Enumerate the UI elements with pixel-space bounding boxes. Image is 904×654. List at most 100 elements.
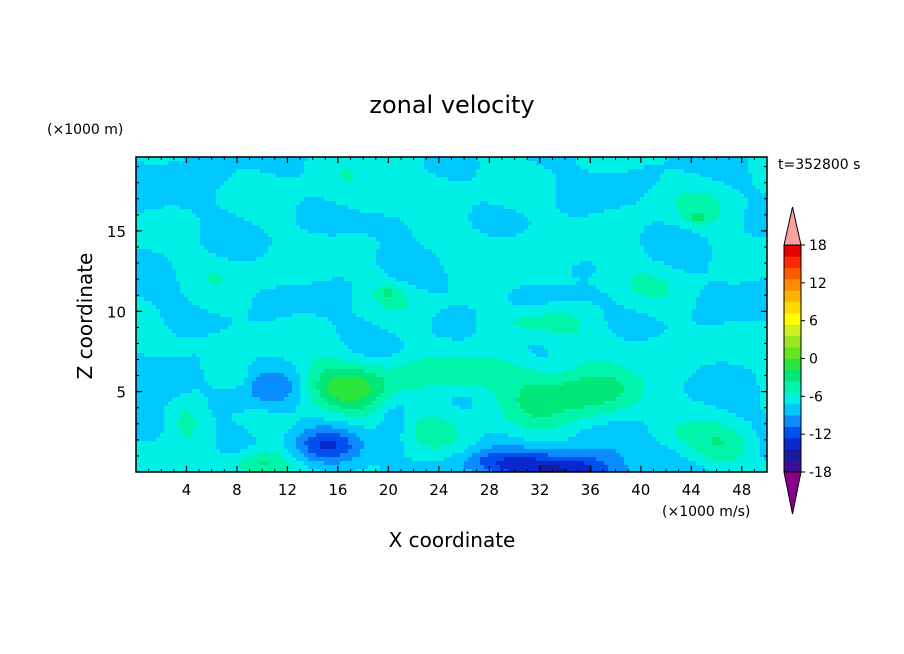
heatmap-cell bbox=[560, 169, 565, 174]
heatmap-cell bbox=[352, 229, 357, 234]
heatmap-cell bbox=[612, 205, 617, 210]
heatmap-cell bbox=[592, 173, 597, 178]
heatmap-cell bbox=[268, 221, 273, 226]
heatmap-cell bbox=[232, 221, 237, 226]
heatmap-cell bbox=[560, 229, 565, 234]
heatmap-cell bbox=[300, 237, 305, 242]
heatmap-cell bbox=[544, 245, 549, 250]
heatmap-cell bbox=[704, 209, 709, 214]
heatmap-cell bbox=[228, 177, 233, 182]
heatmap-cell bbox=[348, 265, 353, 270]
heatmap-cell bbox=[196, 237, 201, 242]
heatmap-cell bbox=[256, 221, 261, 226]
heatmap-cell bbox=[172, 281, 177, 286]
heatmap-cell bbox=[304, 205, 309, 210]
heatmap-cell bbox=[456, 249, 461, 254]
heatmap-cell bbox=[424, 193, 429, 198]
heatmap-cell bbox=[692, 169, 697, 174]
heatmap-cell bbox=[712, 245, 717, 250]
heatmap-cell bbox=[220, 237, 225, 242]
heatmap-cell bbox=[340, 281, 345, 286]
heatmap-cell bbox=[712, 253, 717, 258]
heatmap-cell bbox=[364, 173, 369, 178]
heatmap-cell bbox=[508, 173, 513, 178]
heatmap-cell bbox=[624, 225, 629, 230]
heatmap-cell bbox=[532, 213, 537, 218]
heatmap-cell bbox=[764, 177, 767, 182]
heatmap-cell bbox=[400, 277, 405, 282]
heatmap-cell bbox=[224, 173, 229, 178]
heatmap-cell bbox=[584, 257, 589, 262]
heatmap-cell bbox=[608, 237, 613, 242]
heatmap-cell bbox=[388, 221, 393, 226]
heatmap-cell bbox=[540, 277, 545, 282]
heatmap-cell bbox=[276, 173, 281, 178]
heatmap-cell bbox=[368, 193, 373, 198]
heatmap-cell bbox=[404, 181, 409, 186]
heatmap-cell bbox=[636, 185, 641, 190]
heatmap-cell bbox=[544, 185, 549, 190]
heatmap-cell bbox=[216, 157, 221, 162]
heatmap-cell bbox=[372, 257, 377, 262]
heatmap-cell bbox=[200, 193, 205, 198]
heatmap-cell bbox=[432, 189, 437, 194]
heatmap-cell bbox=[676, 165, 681, 170]
heatmap-cell bbox=[156, 237, 161, 242]
heatmap-cell bbox=[688, 277, 693, 282]
heatmap-cell bbox=[352, 253, 357, 258]
heatmap-cell bbox=[612, 173, 617, 178]
heatmap-cell bbox=[524, 229, 529, 234]
heatmap-cell bbox=[140, 237, 145, 242]
heatmap-cell bbox=[588, 277, 593, 282]
heatmap-cell bbox=[516, 161, 521, 166]
heatmap-cell bbox=[700, 241, 705, 246]
heatmap-cell bbox=[520, 201, 525, 206]
heatmap-cell bbox=[700, 213, 705, 218]
heatmap-cell bbox=[620, 245, 625, 250]
heatmap-cell bbox=[712, 237, 717, 242]
heatmap-cell bbox=[508, 185, 513, 190]
heatmap-cell bbox=[436, 173, 441, 178]
heatmap-cell bbox=[144, 173, 149, 178]
heatmap-cell bbox=[764, 201, 767, 206]
heatmap-cell bbox=[608, 229, 613, 234]
heatmap-cell bbox=[280, 181, 285, 186]
heatmap-cell bbox=[400, 185, 405, 190]
heatmap-cell bbox=[576, 237, 581, 242]
heatmap-cell bbox=[280, 221, 285, 226]
heatmap-cell bbox=[136, 217, 141, 222]
heatmap-cell bbox=[440, 225, 445, 230]
heatmap-cell bbox=[732, 165, 737, 170]
heatmap-cell bbox=[248, 265, 253, 270]
heatmap-cell bbox=[136, 169, 141, 174]
heatmap-cell bbox=[236, 173, 241, 178]
heatmap-cell bbox=[608, 161, 613, 166]
heatmap-cell bbox=[696, 245, 701, 250]
heatmap-cell bbox=[692, 265, 697, 270]
heatmap-cell bbox=[368, 173, 373, 178]
heatmap-cell bbox=[696, 233, 701, 238]
heatmap-cell bbox=[528, 277, 533, 282]
heatmap-cell bbox=[376, 189, 381, 194]
heatmap-cell bbox=[416, 269, 421, 274]
heatmap-cell bbox=[192, 221, 197, 226]
heatmap-cell bbox=[316, 253, 321, 258]
heatmap-cell bbox=[648, 173, 653, 178]
heatmap-cell bbox=[544, 189, 549, 194]
heatmap-cell bbox=[308, 213, 313, 218]
heatmap-cell bbox=[716, 265, 721, 270]
heatmap-cell bbox=[452, 173, 457, 178]
heatmap-cell bbox=[172, 193, 177, 198]
heatmap-cell bbox=[668, 229, 673, 234]
heatmap-cell bbox=[388, 205, 393, 210]
heatmap-cell bbox=[664, 221, 669, 226]
heatmap-cell bbox=[168, 221, 173, 226]
heatmap-cell bbox=[576, 273, 581, 278]
heatmap-cell bbox=[448, 165, 453, 170]
heatmap-cell bbox=[164, 217, 169, 222]
heatmap-cell bbox=[440, 265, 445, 270]
heatmap-cell bbox=[592, 213, 597, 218]
heatmap-cell bbox=[660, 225, 665, 230]
heatmap-cell bbox=[284, 273, 289, 278]
heatmap-cell bbox=[620, 189, 625, 194]
